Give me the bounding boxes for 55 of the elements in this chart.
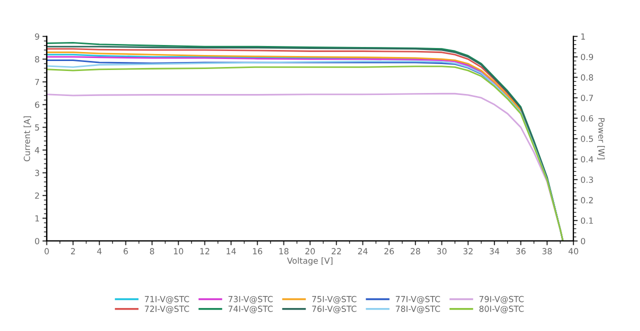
y-tick-label: 2 [35,192,39,199]
legend-label: 73I-V@STC [228,296,273,304]
y2-tick-label: 0.4 [580,156,594,162]
y2-tick-label: 1 [581,34,585,40]
legend-label: 79I-V@STC [480,296,524,304]
x-tick-label: 16 [253,248,262,254]
x-tick-label: 20 [305,248,315,254]
legend-label: 78I-V@STC [396,306,440,314]
y-tick-label: 1 [35,215,40,222]
y-tick-label: 9 [35,33,40,40]
x-tick-label: 38 [542,248,552,254]
y2-tick-label: 0.7 [580,94,593,102]
y2-tick-label: 0 [580,238,586,244]
x-axis-title: Voltage [V] [287,257,332,266]
legend-label: 77I-V@STC [396,296,440,304]
legend-label: 75I-V@STC [312,296,356,304]
y-tick-label: 6 [35,102,40,108]
y-tick-label: 4 [34,147,40,154]
y-tick-label: 0 [35,238,40,244]
legend-label: 71I-V@STC [144,296,190,304]
x-tick-label: 18 [279,248,288,254]
legend-label: 72I-V@STC [144,306,190,314]
legend-label: 76I-V@STC [312,306,356,314]
x-tick-label: 22 [332,248,341,254]
x-tick-label: 0 [44,248,49,254]
y-tick-label: 7 [35,78,40,86]
x-tick-label: 40 [568,248,578,254]
y2-tick-label: 0.8 [580,74,594,81]
x-tick-label: 12 [200,248,210,254]
x-tick-label: 28 [410,248,420,254]
x-tick-label: 24 [358,248,368,254]
y2-tick-label: 0.6 [580,115,594,122]
y-axis-title: Current [A] [24,116,32,162]
y2-tick-label: 0.1 [580,217,593,224]
y2-axis-title: Power [W] [597,118,605,160]
x-tick-label: 26 [384,248,394,254]
x-tick-label: 6 [124,248,128,254]
x-tick-label: 4 [97,248,102,254]
x-tick-label: 8 [150,248,154,254]
x-tick-label: 14 [226,248,236,254]
x-tick-label: 36 [516,248,526,254]
x-tick-label: 2 [71,248,75,254]
x-tick-label: 32 [463,248,473,254]
y2-tick-label: 0.9 [580,54,594,60]
y-tick-label: 3 [35,170,40,176]
y2-tick-label: 0.5 [580,136,593,142]
y2-tick-label: 0.3 [580,176,593,183]
y-tick-label: 8 [35,56,40,62]
y-tick-label: 5 [35,124,40,131]
x-tick-label: 34 [490,248,500,254]
x-tick-label: 10 [174,248,184,254]
x-tick-label: 30 [437,248,447,254]
legend-label: 74I-V@STC [228,306,273,314]
y2-tick-label: 0.2 [580,197,593,204]
legend-label: 80I-V@STC [479,306,524,314]
